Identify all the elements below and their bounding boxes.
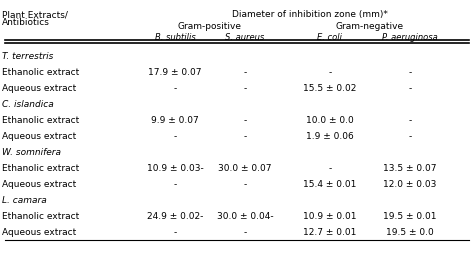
Text: 17.9 ± 0.07: 17.9 ± 0.07: [148, 68, 202, 77]
Text: -: -: [173, 132, 177, 141]
Text: 12.0 ± 0.03: 12.0 ± 0.03: [383, 180, 437, 189]
Text: Aqueous extract: Aqueous extract: [2, 180, 76, 189]
Text: Ethanolic extract: Ethanolic extract: [2, 212, 79, 221]
Text: -: -: [243, 180, 246, 189]
Text: Ethanolic extract: Ethanolic extract: [2, 68, 79, 77]
Text: Aqueous extract: Aqueous extract: [2, 84, 76, 93]
Text: 30.0 ± 0.07: 30.0 ± 0.07: [218, 164, 272, 173]
Text: 24.9 ± 0.02-: 24.9 ± 0.02-: [147, 212, 203, 221]
Text: C. islandica: C. islandica: [2, 100, 54, 109]
Text: Ethanolic extract: Ethanolic extract: [2, 164, 79, 173]
Text: -: -: [328, 164, 332, 173]
Text: -: -: [173, 180, 177, 189]
Text: Antibiotics: Antibiotics: [2, 18, 50, 27]
Text: 10.9 ± 0.01: 10.9 ± 0.01: [303, 212, 357, 221]
Text: Aqueous extract: Aqueous extract: [2, 228, 76, 237]
Text: -: -: [243, 116, 246, 125]
Text: 19.5 ± 0.0: 19.5 ± 0.0: [386, 228, 434, 237]
Text: -: -: [243, 132, 246, 141]
Text: -: -: [328, 68, 332, 77]
Text: -: -: [243, 68, 246, 77]
Text: Aqueous extract: Aqueous extract: [2, 132, 76, 141]
Text: 12.7 ± 0.01: 12.7 ± 0.01: [303, 228, 357, 237]
Text: 10.0 ± 0.0: 10.0 ± 0.0: [306, 116, 354, 125]
Text: S. aureus: S. aureus: [225, 33, 264, 42]
Text: Diameter of inhibition zone (mm)*: Diameter of inhibition zone (mm)*: [232, 10, 388, 19]
Text: B. subtilis: B. subtilis: [155, 33, 195, 42]
Text: -: -: [409, 116, 411, 125]
Text: Gram-positive: Gram-positive: [178, 22, 242, 31]
Text: 9.9 ± 0.07: 9.9 ± 0.07: [151, 116, 199, 125]
Text: L. camara: L. camara: [2, 196, 47, 205]
Text: -: -: [409, 132, 411, 141]
Text: E. coli: E. coli: [318, 33, 343, 42]
Text: 30.0 ± 0.04-: 30.0 ± 0.04-: [217, 212, 273, 221]
Text: -: -: [409, 68, 411, 77]
Text: 19.5 ± 0.01: 19.5 ± 0.01: [383, 212, 437, 221]
Text: -: -: [243, 84, 246, 93]
Text: 1.9 ± 0.06: 1.9 ± 0.06: [306, 132, 354, 141]
Text: 15.5 ± 0.02: 15.5 ± 0.02: [303, 84, 357, 93]
Text: Ethanolic extract: Ethanolic extract: [2, 116, 79, 125]
Text: T. terrestris: T. terrestris: [2, 52, 54, 61]
Text: Gram-negative: Gram-negative: [336, 22, 404, 31]
Text: 10.9 ± 0.03-: 10.9 ± 0.03-: [146, 164, 203, 173]
Text: -: -: [409, 84, 411, 93]
Text: W. somnifera: W. somnifera: [2, 148, 61, 157]
Text: -: -: [243, 228, 246, 237]
Text: -: -: [173, 84, 177, 93]
Text: -: -: [173, 228, 177, 237]
Text: 13.5 ± 0.07: 13.5 ± 0.07: [383, 164, 437, 173]
Text: 15.4 ± 0.01: 15.4 ± 0.01: [303, 180, 357, 189]
Text: P. aeruginosa: P. aeruginosa: [382, 33, 438, 42]
Text: Plant Extracts/: Plant Extracts/: [2, 10, 68, 19]
